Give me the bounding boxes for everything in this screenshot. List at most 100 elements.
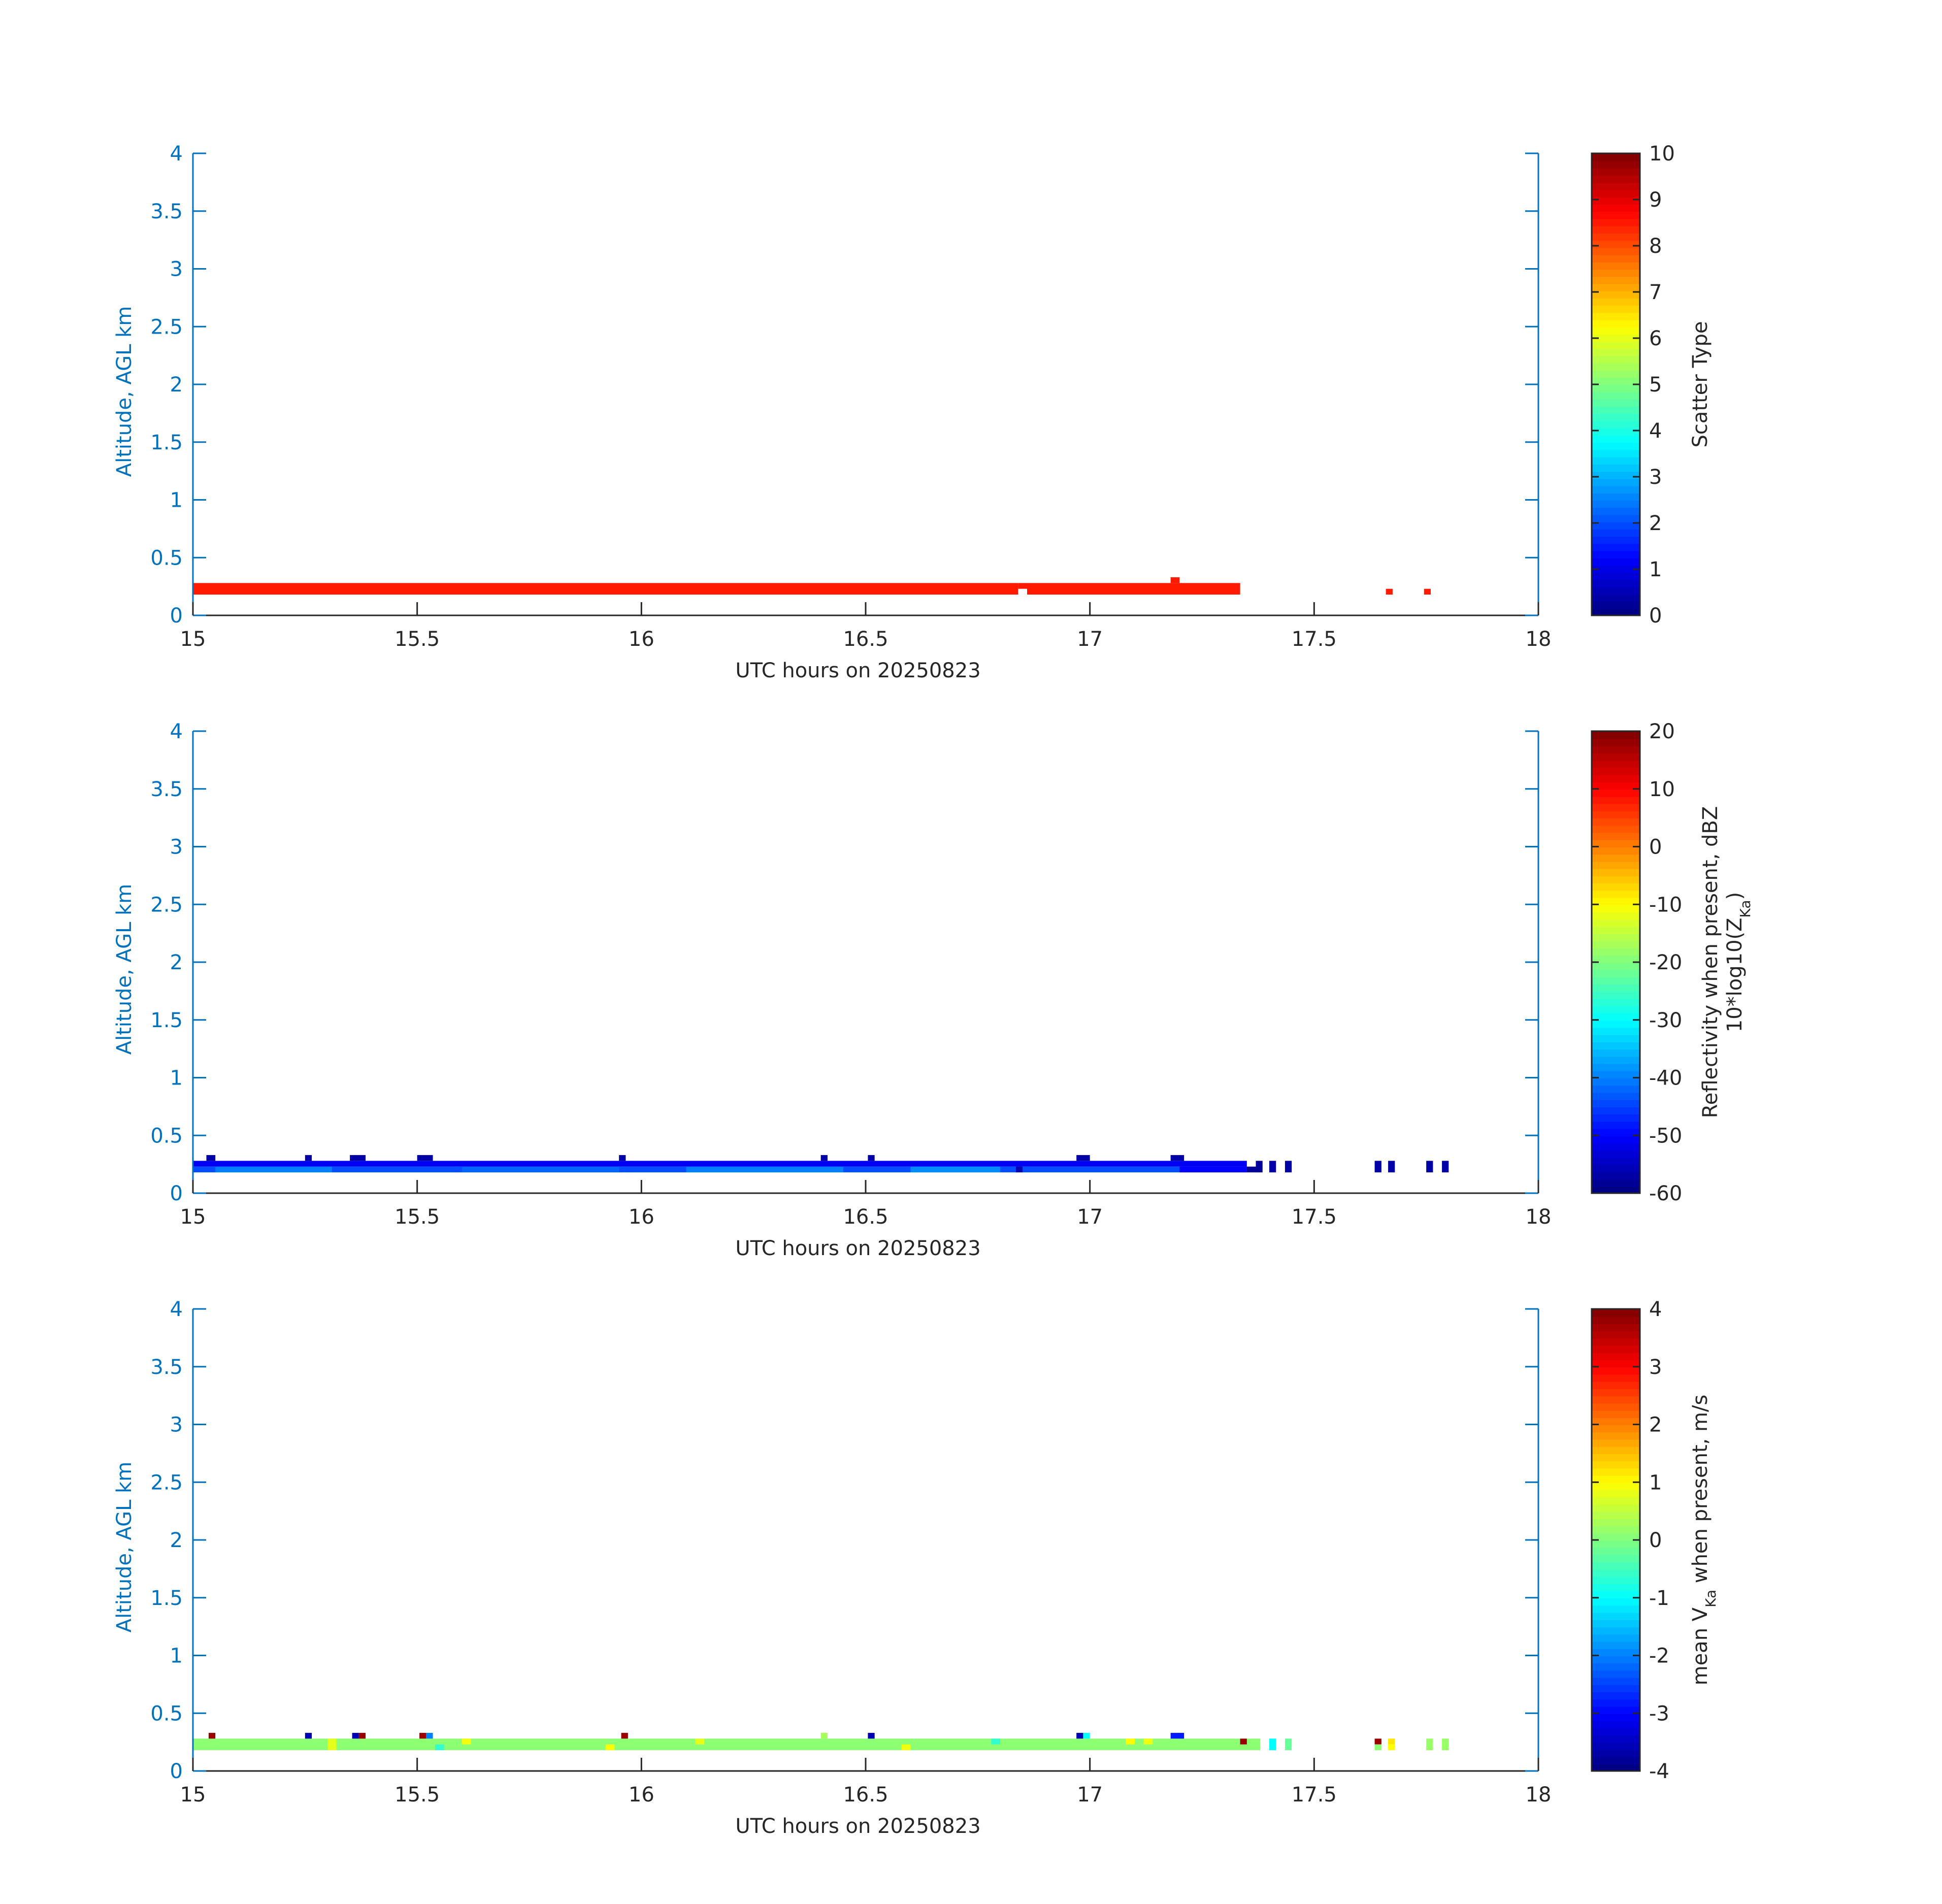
- colorbar-tick-label: 7: [1649, 281, 1662, 304]
- colorbar-tick-label: -40: [1649, 1067, 1682, 1090]
- colorbar-tick-label: 8: [1649, 235, 1662, 258]
- y-tick-label: 2: [170, 373, 183, 397]
- colorbar-tick-label: 3: [1649, 466, 1662, 489]
- colorbar-segment: [1592, 1330, 1640, 1339]
- colorbar: 0 1 2 3 4 5 6 7 8 9 10 Scatter Type: [1591, 142, 1712, 628]
- data-cell: [910, 1166, 1000, 1173]
- colorbar-segment: [1592, 933, 1640, 941]
- colorbar-segment: [1592, 305, 1640, 313]
- data-cell: [1076, 1732, 1083, 1739]
- colorbar-segment: [1592, 1092, 1640, 1100]
- colorbar-segment: [1592, 1150, 1640, 1158]
- data-cell: [1083, 1732, 1090, 1739]
- colorbar-tick-label: 2: [1649, 1414, 1662, 1437]
- y-tick-label: 3.5: [150, 200, 183, 223]
- colorbar-segment: [1592, 998, 1640, 1006]
- y-tick-label: 1: [170, 1645, 183, 1668]
- chart-panel-2: 0 0.5 1 1.5 2 2.5 3 3.5 4 15 15.5 16 16.5 17 17.5 18 UTC…: [113, 720, 1754, 1260]
- data-cell: [619, 1155, 626, 1161]
- colorbar-tick-label: -20: [1649, 951, 1682, 974]
- colorbar-segment: [1592, 261, 1640, 270]
- data-cell: [820, 1732, 828, 1739]
- colorbar-segment: [1592, 478, 1640, 486]
- data-cell: [435, 1744, 444, 1751]
- colorbar-segment: [1592, 529, 1640, 537]
- colorbar-segment: [1592, 420, 1640, 429]
- y-tick-label: 2.5: [150, 1471, 183, 1494]
- colorbar-tick-label: 0: [1649, 604, 1662, 628]
- colorbar-segment: [1592, 391, 1640, 400]
- y-tick-label: 2: [170, 951, 183, 974]
- colorbar-segment: [1592, 435, 1640, 443]
- colorbar-segment: [1592, 911, 1640, 920]
- data-cell: [695, 1738, 704, 1745]
- data-cell: [1285, 1161, 1292, 1173]
- data-cell: [193, 583, 1018, 595]
- colorbar-segment: [1592, 1135, 1640, 1143]
- colorbar-segment: [1592, 1568, 1640, 1577]
- colorbar-segment: [1592, 594, 1640, 602]
- chart-panel-3: 0 0.5 1 1.5 2 2.5 3 3.5 4 15 15.5 16 16.5 17 17.5 18 UTC…: [113, 1298, 1719, 1838]
- colorbar-segment: [1592, 572, 1640, 580]
- colorbar-segment: [1592, 1171, 1640, 1180]
- colorbar-segment: [1592, 752, 1640, 761]
- colorbar-segment: [1592, 1121, 1640, 1129]
- colorbar-segment: [1592, 1540, 1640, 1548]
- colorbar-segment: [1592, 781, 1640, 790]
- data-cell: [215, 1166, 332, 1173]
- colorbar-tick-label: 20: [1649, 720, 1675, 743]
- data-cell: [605, 1744, 615, 1751]
- data-cell: [1018, 583, 1027, 589]
- data-cell: [1388, 1161, 1395, 1173]
- data-cell: [1246, 1166, 1261, 1173]
- colorbar-segment: [1592, 1460, 1640, 1469]
- colorbar-segment: [1592, 312, 1640, 320]
- colorbar-segment: [1592, 1756, 1640, 1765]
- colorbar-segment: [1592, 500, 1640, 508]
- x-tick-label: 16: [629, 1783, 654, 1807]
- y-axis-label: Altitude, AGL km: [113, 884, 136, 1055]
- colorbar-segment: [1592, 276, 1640, 284]
- x-axis-label: UTC hours on 20250823: [735, 1815, 980, 1838]
- colorbar-segment: [1592, 1352, 1640, 1361]
- y-tick-label: 4: [170, 720, 183, 743]
- colorbar-segment: [1592, 1012, 1640, 1021]
- colorbar-segment: [1592, 168, 1640, 176]
- colorbar-segment: [1592, 1424, 1640, 1433]
- colorbar-segment: [1592, 1547, 1640, 1555]
- colorbar-segment: [1592, 514, 1640, 522]
- data-cell: [1015, 1166, 1023, 1173]
- colorbar-segment: [1592, 254, 1640, 262]
- y-tick-label: 0: [170, 604, 183, 628]
- colorbar-segment: [1592, 1604, 1640, 1613]
- x-tick-label: 17: [1077, 1205, 1103, 1229]
- colorbar-segment: [1592, 1554, 1640, 1563]
- x-tick-label: 15.5: [394, 628, 440, 651]
- colorbar-segment: [1592, 449, 1640, 457]
- colorbar-segment: [1592, 348, 1640, 356]
- colorbar-tick-label: 1: [1649, 558, 1662, 581]
- colorbar-segment: [1592, 1619, 1640, 1628]
- data-cell: [686, 1166, 843, 1173]
- colorbar-segment: [1592, 1475, 1640, 1483]
- data-cell: [991, 1738, 1000, 1745]
- data-cell: [1240, 1738, 1247, 1745]
- colorbar-segment: [1592, 557, 1640, 566]
- colorbar-segment: [1592, 861, 1640, 869]
- colorbar-segment: [1592, 579, 1640, 587]
- colorbar-segment: [1592, 428, 1640, 436]
- data-cell: [1388, 1744, 1395, 1751]
- colorbar-segment: [1592, 731, 1640, 739]
- data-cell: [1442, 1738, 1449, 1751]
- y-axis-label: Altitude, AGL km: [113, 1462, 136, 1633]
- colorbar-segment: [1592, 803, 1640, 811]
- colorbar-segment: [1592, 1612, 1640, 1620]
- colorbar-tick-label: 4: [1649, 419, 1662, 443]
- colorbar-segment: [1592, 832, 1640, 840]
- x-tick-label: 16.5: [843, 1783, 888, 1807]
- data-cell: [1027, 583, 1240, 595]
- y-tick-label: 3: [170, 258, 183, 281]
- colorbar-segment: [1592, 211, 1640, 219]
- x-tick-label: 17: [1077, 1783, 1103, 1807]
- colorbar-segment: [1592, 1446, 1640, 1454]
